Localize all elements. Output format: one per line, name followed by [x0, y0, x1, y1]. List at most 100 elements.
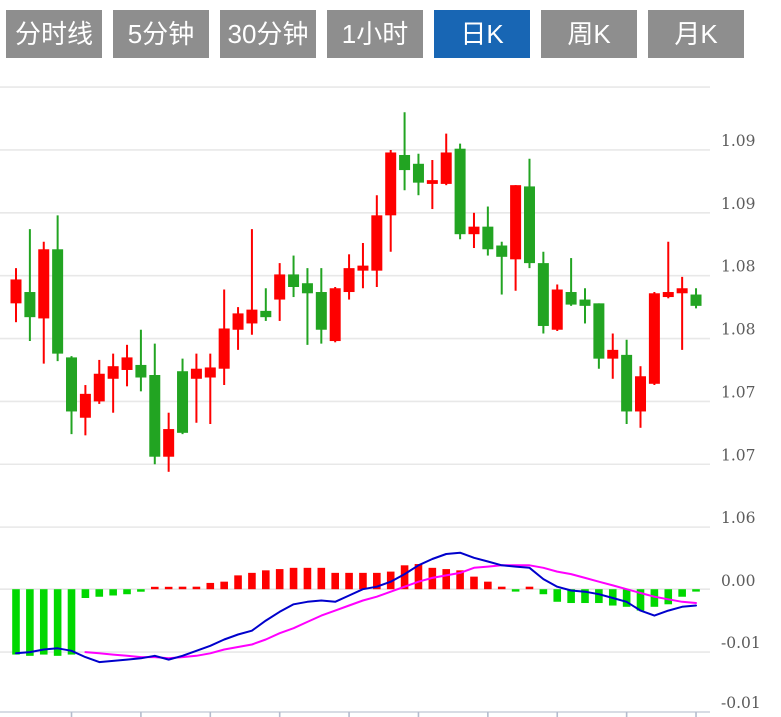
- macd-bar: [53, 589, 62, 656]
- candle: [579, 288, 591, 324]
- gridlines: [0, 86, 710, 653]
- candle: [24, 229, 36, 342]
- candle: [426, 160, 438, 210]
- candle: [93, 359, 105, 404]
- macd-bar: [262, 570, 270, 590]
- candle: [690, 288, 702, 309]
- macd-bar: [678, 589, 686, 597]
- macd-bar: [484, 581, 492, 590]
- macd-bar: [567, 589, 575, 604]
- macd-bar: [414, 564, 423, 590]
- macd-bar: [137, 589, 145, 592]
- macd-histogram: [12, 564, 700, 656]
- candle: [523, 158, 535, 269]
- candle: [66, 356, 78, 435]
- macd-bar: [345, 572, 353, 590]
- y-axis-labels: 1.09 1.09 1.08 1.08 1.07 1.07 1.06 0.00 -0.01 -0.…: [721, 132, 761, 712]
- candle: [260, 288, 272, 321]
- macd-bar: [123, 589, 131, 595]
- macd-bar: [622, 589, 631, 607]
- macd-bar: [206, 582, 215, 590]
- candle: [121, 344, 133, 387]
- macd-bar: [553, 589, 562, 602]
- candle: [607, 333, 619, 379]
- tab-1小时[interactable]: 1小时: [327, 10, 423, 58]
- candle: [177, 358, 189, 435]
- macd-bar: [650, 589, 659, 607]
- price-axis-label: 1.07: [721, 446, 756, 464]
- candle: [10, 268, 22, 323]
- macd-bar: [386, 571, 395, 590]
- macd-bar: [192, 586, 201, 590]
- candle: [399, 112, 411, 191]
- macd-bar: [275, 569, 284, 590]
- candle: [385, 149, 397, 252]
- candle: [315, 268, 327, 344]
- candle: [412, 153, 424, 196]
- tab-日K[interactable]: 日K: [434, 10, 530, 58]
- macd-bar: [164, 586, 173, 590]
- tab-周K[interactable]: 周K: [541, 10, 637, 58]
- macd-bar: [178, 586, 187, 590]
- price-axis-label: 1.06: [721, 509, 756, 527]
- macd-bar: [150, 586, 159, 590]
- macd-bar: [39, 589, 48, 655]
- macd-bar: [303, 567, 312, 590]
- macd-bar: [664, 589, 673, 605]
- candle: [218, 289, 230, 386]
- macd-bar: [359, 572, 367, 590]
- candle: [343, 254, 355, 300]
- tab-5分钟[interactable]: 5分钟: [113, 10, 209, 58]
- candle: [565, 258, 577, 306]
- candle: [246, 229, 258, 335]
- macd-bar: [581, 589, 589, 604]
- candle: [52, 215, 64, 362]
- macd-bar: [373, 572, 381, 590]
- candle: [371, 195, 383, 287]
- candle: [357, 242, 369, 289]
- x-axis: [0, 711, 710, 717]
- macd-bar: [511, 589, 520, 592]
- macd-bar: [12, 589, 20, 655]
- candle: [551, 284, 563, 331]
- macd-bar: [109, 589, 117, 596]
- macd-bar: [595, 589, 603, 604]
- macd-bar: [26, 589, 34, 656]
- candle: [274, 263, 286, 321]
- candle: [454, 143, 466, 240]
- macd-bar: [289, 567, 298, 590]
- candle: [621, 339, 633, 425]
- candle: [149, 343, 161, 465]
- candle: [135, 329, 147, 392]
- candle: [440, 133, 452, 186]
- price-axis-label: 1.08: [721, 321, 756, 339]
- macd-axis-label: -0.01: [721, 694, 761, 712]
- macd-bar: [400, 565, 409, 590]
- macd-bar: [442, 569, 451, 590]
- candle: [329, 286, 341, 343]
- macd-bar: [497, 586, 506, 590]
- candle: [593, 303, 605, 369]
- candle: [648, 292, 660, 386]
- price-axis-label: 1.09: [721, 132, 756, 150]
- tab-30分钟[interactable]: 30分钟: [220, 10, 316, 58]
- macd-bar: [220, 581, 228, 590]
- candle: [38, 241, 50, 364]
- macd-bar: [331, 572, 339, 590]
- macd-axis-label: -0.01: [721, 634, 761, 652]
- candle: [79, 385, 91, 436]
- macd-bar: [525, 586, 534, 590]
- tab-月K[interactable]: 月K: [648, 10, 744, 58]
- candle: [482, 206, 494, 256]
- candle: [190, 353, 202, 423]
- macd-bar: [636, 589, 645, 611]
- interval-tabbar: 分时线 5分钟 30分钟 1小时 日K 周K 月K: [0, 0, 781, 68]
- tab-分时线[interactable]: 分时线: [6, 10, 102, 58]
- macd-bar: [317, 567, 326, 590]
- macd-bar: [456, 570, 464, 590]
- candle: [468, 212, 480, 249]
- candle: [232, 307, 244, 350]
- candle: [635, 366, 647, 428]
